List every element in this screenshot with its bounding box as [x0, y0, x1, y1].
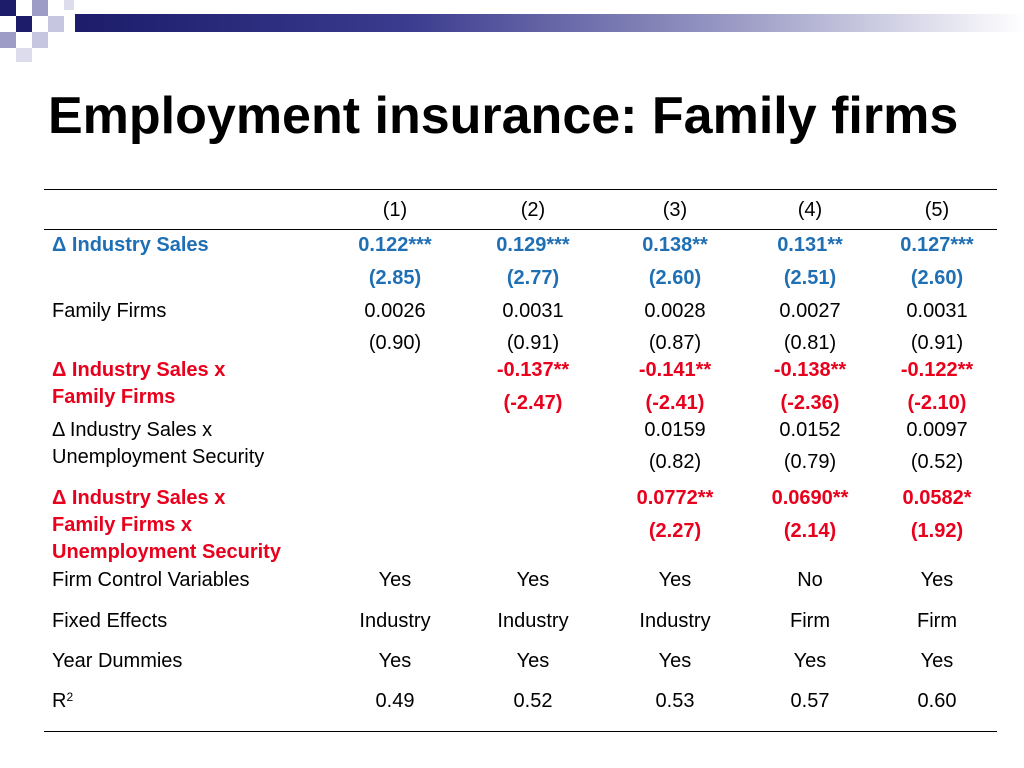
tstat-cell: (-2.41): [645, 392, 705, 414]
tstat-cell: (2.77): [506, 267, 560, 289]
coef-cell: 0.0031: [906, 300, 968, 322]
column-header: (2): [520, 199, 546, 221]
row-label-sales-x-family-line2: Family Firms: [52, 386, 176, 408]
coef-cell: 0.0690**: [771, 487, 849, 509]
tstat-cell: (0.52): [910, 451, 964, 473]
column-header: (3): [662, 199, 688, 221]
tstat-cell: (-2.10): [907, 392, 967, 414]
coef-cell: -0.137**: [496, 359, 570, 381]
title-accent-bar: [75, 14, 1024, 32]
row-label-triple-line3: Unemployment Security: [52, 541, 281, 563]
regression-table: [44, 189, 997, 732]
tstat-cell: (0.90): [368, 332, 422, 354]
coef-cell: 0.0159: [644, 419, 706, 441]
row-label-year-dummies: Year Dummies: [52, 650, 183, 672]
value-cell: Industry: [497, 610, 569, 632]
column-header: (5): [924, 199, 950, 221]
tstat-cell: (2.60): [910, 267, 964, 289]
tstat-cell: (2.85): [368, 267, 422, 289]
value-cell: Yes: [658, 569, 692, 591]
coef-cell: 0.0152: [779, 419, 841, 441]
coef-cell: 0.0772**: [636, 487, 714, 509]
tstat-cell: (0.91): [910, 332, 964, 354]
value-cell: Yes: [516, 569, 550, 591]
row-label-triple-line2: Family Firms x: [52, 514, 193, 536]
coef-cell: 0.138**: [642, 234, 708, 256]
coef-cell: -0.138**: [773, 359, 847, 381]
coef-cell: 0.0582*: [902, 487, 972, 509]
value-cell: Yes: [658, 650, 692, 672]
row-label-firm-controls: Firm Control Variables: [52, 569, 250, 591]
value-cell: 0.49: [375, 690, 415, 712]
coef-cell: 0.0026: [364, 300, 426, 322]
row-label-r-squared: R2: [52, 690, 73, 712]
r-squared-letter: R: [52, 690, 67, 712]
tstat-cell: (2.14): [783, 520, 837, 542]
tstat-cell: (0.81): [783, 332, 837, 354]
coef-cell: -0.122**: [900, 359, 974, 381]
slide-title: Employment insurance: Family firms: [48, 87, 959, 145]
tstat-cell: (1.92): [910, 520, 964, 542]
coef-cell: 0.0028: [644, 300, 706, 322]
value-cell: 0.57: [790, 690, 830, 712]
coef-cell: 0.122***: [358, 234, 432, 256]
coef-cell: 0.0097: [906, 419, 968, 441]
tstat-cell: (0.82): [648, 451, 702, 473]
value-cell: Industry: [639, 610, 711, 632]
tstat-cell: (2.60): [648, 267, 702, 289]
r-squared-exponent: 2: [66, 690, 74, 704]
value-cell: Yes: [920, 569, 954, 591]
row-label-sales-x-unemp-line2: Unemployment Security: [52, 446, 265, 468]
value-cell: 0.60: [917, 690, 957, 712]
coef-cell: 0.127***: [900, 234, 974, 256]
coef-cell: -0.141**: [638, 359, 712, 381]
column-header: (4): [797, 199, 823, 221]
value-cell: 0.53: [655, 690, 695, 712]
column-header: (1): [382, 199, 408, 221]
tstat-cell: (0.91): [506, 332, 560, 354]
row-label-sales-x-unemp-line1: Δ Industry Sales x: [52, 419, 213, 441]
value-cell: Yes: [378, 650, 412, 672]
value-cell: Industry: [359, 610, 431, 632]
coef-cell: 0.0031: [502, 300, 564, 322]
value-cell: Yes: [516, 650, 550, 672]
coef-cell: 0.129***: [496, 234, 570, 256]
tstat-cell: (2.27): [648, 520, 702, 542]
value-cell: No: [797, 569, 823, 591]
value-cell: Firm: [790, 610, 830, 632]
tstat-cell: (-2.36): [780, 392, 840, 414]
row-label-triple-line1: Δ Industry Sales x: [52, 487, 226, 509]
value-cell: 0.52: [513, 690, 553, 712]
value-cell: Yes: [920, 650, 954, 672]
row-label-industry-sales: Δ Industry Sales: [52, 234, 209, 256]
value-cell: Yes: [378, 569, 412, 591]
value-cell: Firm: [917, 610, 957, 632]
row-label-sales-x-family-line1: Δ Industry Sales x: [52, 359, 226, 381]
header-rule: [44, 229, 997, 230]
tstat-cell: (2.51): [783, 267, 837, 289]
coef-cell: 0.131**: [777, 234, 843, 256]
row-label-family-firms: Family Firms: [52, 300, 167, 322]
value-cell: Yes: [793, 650, 827, 672]
coef-cell: 0.0027: [779, 300, 841, 322]
row-label-fixed-effects: Fixed Effects: [52, 610, 168, 632]
tstat-cell: (-2.47): [503, 392, 563, 414]
tstat-cell: (0.87): [648, 332, 702, 354]
tstat-cell: (0.79): [783, 451, 837, 473]
